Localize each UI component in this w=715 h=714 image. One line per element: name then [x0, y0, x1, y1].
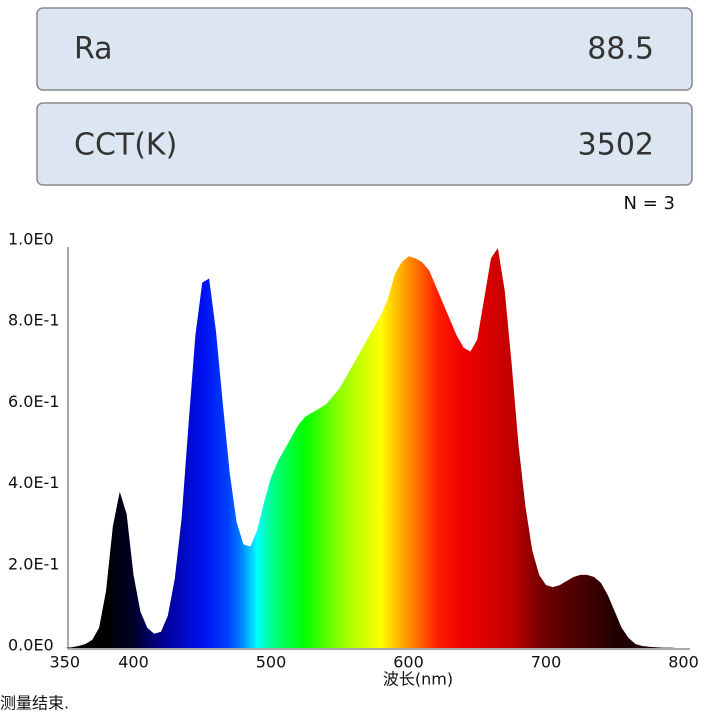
x-tick-label: 700 — [531, 653, 562, 672]
status-text: 测量结束. — [0, 694, 69, 713]
panel-value: 88.5 — [587, 32, 654, 67]
x-tick-label: 600 — [393, 653, 424, 672]
count-label: N = 3 — [624, 193, 675, 214]
x-axis-label: 波长(nm) — [383, 670, 453, 689]
cct-panel — [36, 102, 693, 186]
y-tick-label: 6.0E-1 — [8, 392, 60, 411]
x-tick-label: 500 — [256, 653, 287, 672]
ra-panel — [36, 7, 693, 91]
y-tick-label: 4.0E-1 — [8, 473, 60, 492]
panel-label: Ra — [74, 32, 113, 67]
x-tick-label: 400 — [118, 653, 149, 672]
spectrum-area — [64, 248, 684, 648]
spectrum-chart: 0.0E0 2.0E-1 4.0E-1 6.0E-1 8.0E-1 1.0E0 350 400… — [8, 230, 699, 672]
y-tick-label: 1.0E0 — [8, 230, 54, 249]
panel-label: CCT(K) — [74, 128, 177, 163]
x-tick-label: 800 — [668, 653, 699, 672]
x-tick-label: 350 — [49, 653, 80, 672]
panel-value: 3502 — [578, 128, 654, 163]
y-tick-label: 2.0E-1 — [8, 554, 60, 573]
y-tick-label: 0.0E0 — [8, 636, 54, 655]
y-tick-label: 8.0E-1 — [8, 311, 60, 330]
